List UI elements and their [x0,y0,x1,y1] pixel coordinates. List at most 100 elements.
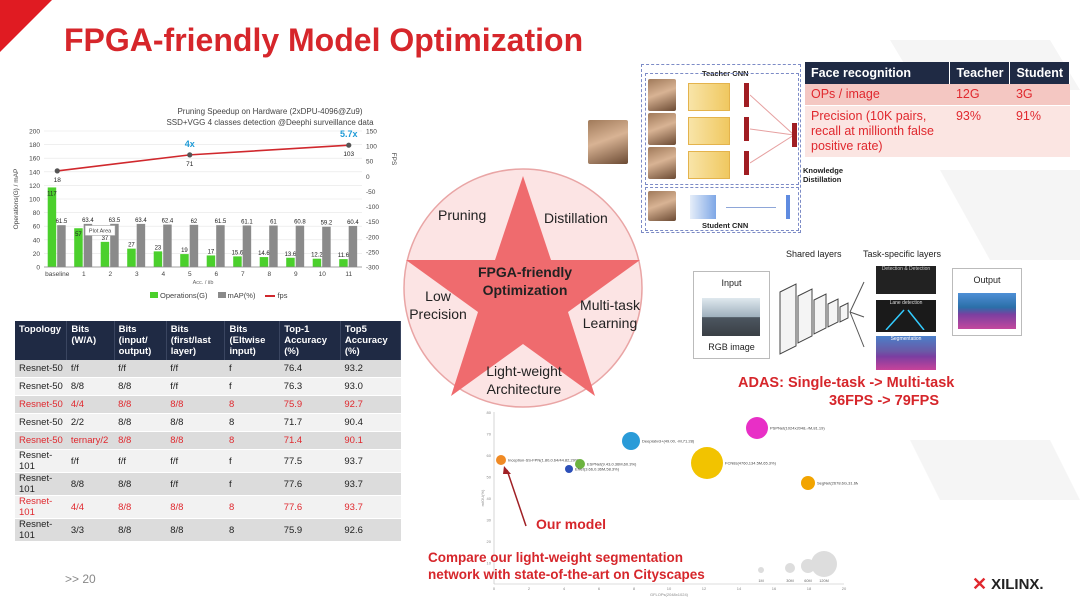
face-table-cell: 12G [949,84,1010,106]
model-bubble [746,417,768,439]
right-tick-label: -150 [366,219,379,226]
plot-area-label: Plot Area [89,229,112,235]
table-cell: f/f [66,360,115,378]
our-model-arrow [506,469,527,527]
face-recognition-table: Face recognition Teacher Student OPs / ima… [805,62,1070,158]
star-distillation-label: Distillation [544,210,608,226]
table-cell: Resnet-101 [15,495,67,519]
x-tick-label: 7 [241,271,245,278]
map-value-label: 63.5 [109,218,121,224]
legend-map: mAP(%) [217,291,255,300]
pruning-chart-title-line1: Pruning Speedup on Hardware (2xDPU-4096@… [177,107,363,116]
y-tick-label: 20 [487,539,492,544]
operations-value-label: 13.6 [285,252,297,258]
model-bubble-label: FCN8s(4760,134.5M,65.3%) [725,461,777,466]
table-cell: Resnet-50 [15,395,67,414]
table-cell: 92.7 [340,395,401,414]
distillation-arrows [750,94,797,164]
table-cell: 8 [224,518,280,542]
table-cell: 3/3 [66,518,115,542]
x-tick-label: 9 [294,271,298,278]
operations-bar [259,257,269,267]
model-bubble-label: Inception-SS-FPN(1.80,0.64/44.82,29%) [508,458,580,463]
table-cell: 8/8 [114,472,167,496]
x-tick-label: 6 [598,586,601,591]
x-tick-label: 12 [702,586,707,591]
student-face [648,191,676,221]
student-cnn-box [645,187,799,231]
operations-value-label: 17 [208,249,215,255]
right-tick-label: -50 [366,189,376,196]
teacher-output-1 [744,83,749,107]
map-value-label: 62.4 [162,219,174,225]
map-value-label: 60.4 [347,220,359,226]
size-legend-label: 120M [819,579,829,583]
quantization-table: Topology Bits (W/A) Bits (input/ output) Bi… [15,321,402,542]
table-row: Resnet-101 8/8 8/8 f/f f 77.6 93.7 [15,472,401,496]
table-cell: 77.5 [279,449,341,473]
shared-layers-label: Shared layers [786,249,842,259]
left-axis-label: Operations(G) / mAP [13,169,20,230]
size-legend-label: 60M [804,579,811,583]
table-cell: 4/4 [66,495,115,519]
page-title: FPGA-friendly Model Optimization [64,22,584,58]
operations-value-label: 57 [75,232,82,238]
table-cell: f/f [166,472,225,496]
quantization-table-header: Topology Bits (W/A) Bits (input/ output) Bi… [15,321,402,360]
x-tick-label: 3 [135,271,139,278]
star-center-label: FPGA-friendly Optimization [477,264,573,298]
x-tick-label: 6 [214,271,218,278]
y-axis-label: mIOU(%) [480,489,485,506]
topo-header-cell: Bits (input/ output) [114,321,167,360]
map-bar [136,223,146,267]
left-tick-label: 120 [29,183,40,190]
table-cell: 75.9 [279,518,341,542]
right-axis-label: FPS [390,153,397,166]
table-cell: 8/8 [166,413,225,432]
x-axis-label: GFLOPs(2048x1024) [650,592,689,597]
table-cell: 8/8 [166,431,225,450]
model-bubble [565,465,573,473]
page-number: >> 20 [65,572,96,586]
table-cell: f [224,449,280,473]
y-tick-label: 30 [487,518,492,523]
y-tick-label: 70 [487,432,492,437]
model-bubble-label: SegNet(2678.6G,31.6M,57%) [817,481,858,486]
topo-header-cell: Bits (first/last layer) [166,321,226,360]
pruning-chart-title: Pruning Speedup on Hardware (2xDPU-4096@… [90,106,450,128]
teacher-face-2 [648,113,676,145]
optimization-star-diagram [403,168,643,408]
right-tick-label: -250 [366,249,379,256]
right-tick-label: 150 [366,129,377,136]
model-bubble [575,459,585,469]
model-bubble-label: Deeplabv3+(49.00, -M,71.28) [642,439,695,444]
left-tick-label: 180 [29,142,40,149]
face-header-cell: Student [1009,62,1070,84]
table-cell: 8 [224,495,280,519]
face-header-cell: Teacher [949,62,1011,84]
operations-bar [233,256,242,267]
x-tick-label: 20 [842,586,847,591]
table-cell: Resnet-50 [15,377,67,396]
x-tick-label: 8 [633,586,636,591]
fps-point [346,142,352,148]
map-bar [269,225,278,267]
table-cell: f/f [166,377,225,396]
table-row: Resnet-101 3/3 8/8 8/8 8 75.9 92.6 [15,518,401,542]
map-value-label: 61.1 [241,219,253,225]
map-value-label: 61 [270,220,277,226]
operations-bar [47,187,57,267]
star-multitask-label: Multi-task Learning [580,297,640,331]
pruning-chart-title-line2: SSD+VGG 4 classes detection @Deephi surv… [166,118,374,127]
x-tick-label: 10 [319,271,327,278]
table-cell: Resnet-50 [15,360,67,378]
distillation-diagram: Teacher CNN Student CNN [641,64,801,233]
output-panel: Output [952,268,1022,336]
x-tick-label: 1 [82,271,86,278]
table-cell: f/f [166,360,225,378]
x-axis-label: Acc. / iib [193,280,214,286]
shared-layers-graphic [779,281,865,355]
teacher-layers-3 [688,151,730,179]
topo-header-cell: Bits (Eltwise input) [224,321,281,360]
face-table-row: OPs / image 12G 3G [805,84,1070,106]
